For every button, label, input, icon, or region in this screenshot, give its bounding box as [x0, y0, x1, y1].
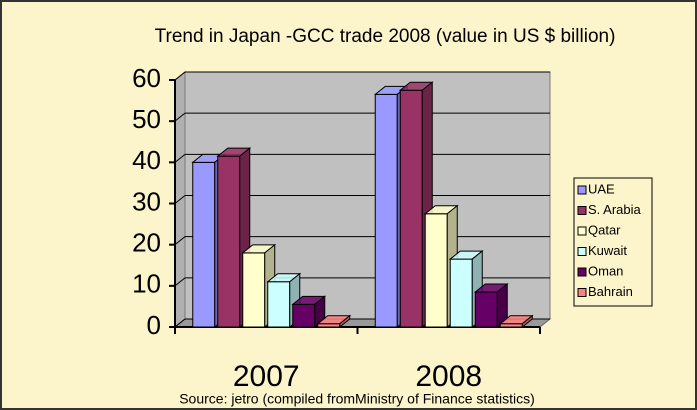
bar: [424, 213, 448, 328]
legend-swatch: [577, 288, 587, 297]
legend-swatch: [577, 247, 587, 256]
y-tick-label: 50: [132, 104, 161, 134]
x-tick-label: 2008: [415, 360, 482, 393]
legend-label: S. Arabia: [588, 202, 642, 217]
bar: [192, 161, 216, 328]
legend-label: Bahrain: [588, 284, 633, 299]
bar: [449, 258, 473, 328]
bar: [242, 252, 266, 328]
legend-swatch: [577, 267, 587, 277]
bar-side: [521, 314, 533, 329]
bar: [474, 291, 498, 328]
bar: [399, 89, 423, 328]
bar: [267, 281, 291, 328]
bar: [374, 93, 398, 328]
bar: [217, 155, 241, 328]
y-tick-label: 40: [132, 145, 161, 175]
y-tick-label: 0: [147, 310, 161, 340]
legend-swatch: [577, 206, 587, 215]
y-tick-label: 30: [132, 186, 161, 216]
chart-title: Trend in Japan -GCC trade 2008 (value in…: [155, 26, 616, 47]
legend-swatch: [577, 226, 587, 236]
legend-label: Oman: [588, 263, 623, 278]
legend-swatch: [577, 185, 587, 195]
legend-box: [573, 177, 653, 307]
legend-label: Kuwait: [588, 243, 627, 258]
bar-side: [339, 314, 351, 329]
legend-label: Qatar: [588, 222, 621, 237]
y-tick-label: 60: [132, 63, 161, 93]
bar: [292, 303, 316, 328]
y-tick-label: 20: [132, 228, 161, 258]
grid-line: [174, 71, 550, 81]
source-note: Source: jetro (compiled fromMinistry of …: [179, 391, 535, 407]
legend-label: UAE: [588, 181, 615, 196]
x-tick-label: 2007: [233, 360, 300, 393]
y-tick-label: 10: [132, 269, 161, 299]
